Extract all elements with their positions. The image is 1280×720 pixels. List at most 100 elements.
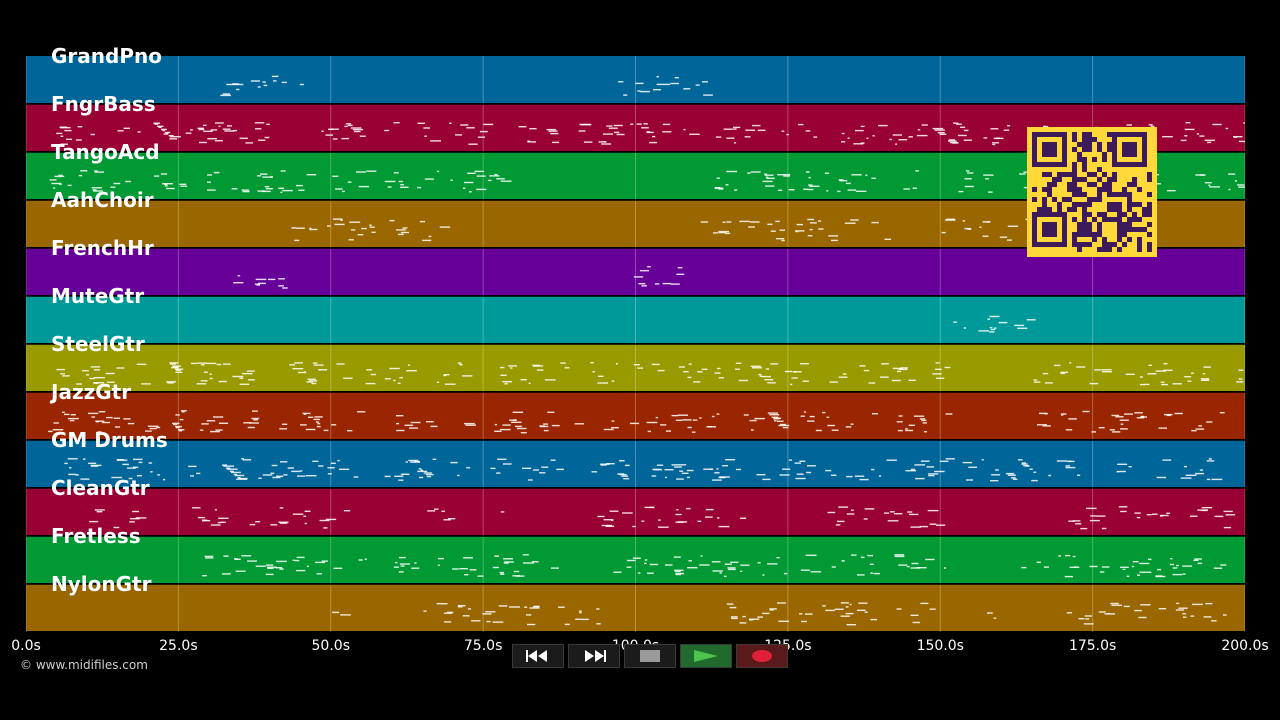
qr-module	[1117, 247, 1122, 252]
note-event	[1074, 566, 1077, 568]
note-event	[963, 327, 966, 329]
note-event	[825, 469, 832, 472]
play-button[interactable]	[680, 644, 732, 668]
note-event	[157, 474, 161, 476]
note-event	[611, 380, 615, 382]
note-event	[428, 235, 432, 238]
qr-module	[1112, 192, 1117, 197]
note-event	[1191, 372, 1194, 374]
note-event	[266, 123, 270, 125]
note-event	[896, 370, 902, 373]
qr-module	[1072, 172, 1077, 177]
note-event	[788, 459, 793, 461]
note-event	[246, 370, 255, 372]
note-event	[309, 380, 318, 382]
qr-module	[1132, 217, 1137, 222]
note-event	[358, 185, 369, 188]
note-event	[932, 127, 944, 130]
stop-button[interactable]	[624, 644, 676, 668]
note-event	[220, 94, 231, 97]
note-event	[991, 474, 1001, 476]
note-event	[903, 188, 910, 190]
note-event	[863, 518, 868, 520]
fast-forward-button[interactable]	[568, 644, 620, 668]
note-event	[396, 422, 400, 425]
note-event	[476, 188, 487, 191]
note-event	[164, 131, 171, 134]
note-event	[1148, 558, 1152, 560]
note-event	[178, 430, 183, 432]
note-event	[117, 130, 124, 132]
note-event	[855, 129, 864, 132]
note-event	[735, 468, 741, 471]
note-event	[400, 231, 409, 234]
note-event	[492, 566, 499, 569]
note-event	[676, 478, 684, 480]
record-button[interactable]	[736, 644, 788, 668]
note-event	[679, 470, 684, 472]
note-event	[1163, 363, 1168, 365]
note-event	[436, 603, 448, 605]
note-event	[1175, 602, 1180, 605]
note-event	[560, 362, 566, 364]
note-event	[418, 476, 424, 479]
rewind-button[interactable]	[512, 644, 564, 668]
qr-module	[1087, 137, 1092, 142]
note-event	[304, 510, 311, 512]
qr-module	[1102, 152, 1107, 157]
qr-module	[1087, 212, 1092, 217]
note-event	[769, 414, 780, 416]
qr-module	[1122, 212, 1127, 217]
note-event	[644, 506, 655, 509]
note-event	[503, 558, 513, 560]
note-event	[90, 366, 101, 368]
track-lane	[26, 536, 1245, 583]
note-event	[150, 471, 153, 473]
note-event	[242, 459, 252, 461]
note-event	[598, 141, 606, 143]
note-event	[805, 130, 811, 132]
note-event	[706, 426, 717, 428]
note-event	[218, 380, 227, 383]
note-event	[1101, 371, 1113, 373]
qr-module	[1097, 142, 1102, 147]
note-event	[840, 615, 850, 617]
qr-module	[1082, 142, 1087, 147]
note-event	[749, 619, 754, 621]
note-event	[237, 476, 241, 479]
qr-module	[1087, 222, 1092, 227]
note-event	[898, 368, 908, 371]
note-event	[1033, 471, 1037, 473]
note-event	[93, 382, 105, 384]
note-event	[67, 417, 79, 420]
qr-code-icon[interactable]	[1027, 127, 1157, 257]
note-event	[469, 569, 477, 571]
note-event	[745, 129, 756, 131]
qr-module	[1097, 197, 1102, 202]
note-event	[767, 412, 778, 414]
note-event	[75, 139, 82, 141]
note-event	[656, 464, 664, 466]
note-event	[93, 382, 99, 384]
note-event	[175, 369, 181, 371]
note-event	[591, 471, 598, 473]
note-event	[600, 464, 607, 466]
note-event	[504, 561, 514, 563]
note-event	[740, 517, 747, 519]
qr-module	[1102, 182, 1107, 187]
note-event	[749, 419, 757, 422]
qr-module	[1062, 172, 1067, 177]
note-event	[227, 468, 238, 470]
note-event	[64, 129, 72, 132]
qr-module	[1102, 247, 1107, 252]
note-event	[358, 559, 363, 561]
note-event	[197, 362, 207, 364]
qr-module	[1117, 237, 1122, 242]
note-event	[114, 426, 121, 428]
note-event	[218, 517, 229, 519]
note-event	[543, 429, 549, 432]
note-event	[725, 184, 729, 186]
note-event	[907, 511, 913, 513]
note-event	[423, 610, 427, 612]
qr-module	[1042, 207, 1047, 212]
